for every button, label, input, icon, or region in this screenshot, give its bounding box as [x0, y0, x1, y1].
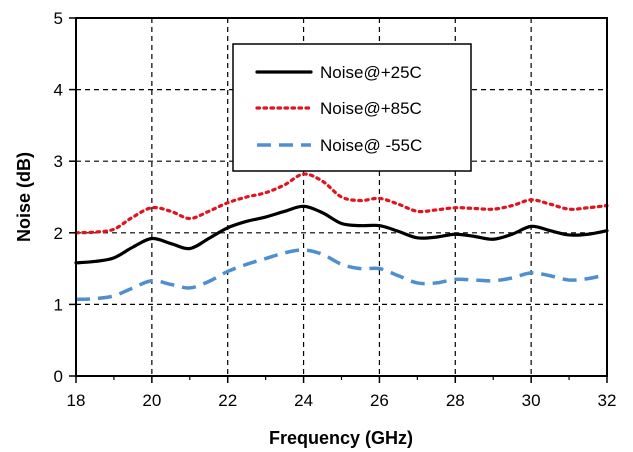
- x-tick-label: 20: [142, 391, 161, 410]
- x-tick-label: 18: [67, 391, 86, 410]
- x-tick-label: 32: [598, 391, 617, 410]
- x-axis-label: Frequency (GHz): [269, 428, 413, 448]
- x-tick-label: 30: [522, 391, 541, 410]
- y-tick-label: 1: [54, 295, 63, 314]
- legend-label-noise-25c: Noise@+25C: [320, 63, 422, 82]
- y-axis-label: Noise (dB): [14, 152, 34, 242]
- legend-label-noise-minus55c: Noise@ -55C: [320, 136, 422, 155]
- y-tick-label: 5: [54, 9, 63, 28]
- y-tick-label: 3: [54, 152, 63, 171]
- y-tick-label: 4: [54, 81, 63, 100]
- x-tick-label: 22: [218, 391, 237, 410]
- y-tick-label: 0: [54, 367, 63, 386]
- y-tick-label: 2: [54, 224, 63, 243]
- legend: Noise@+25C Noise@+85C Noise@ -55C: [233, 44, 471, 171]
- x-tick-label: 26: [370, 391, 389, 410]
- x-tick-label: 28: [446, 391, 465, 410]
- x-tick-label: 24: [294, 391, 313, 410]
- legend-label-noise-85c: Noise@+85C: [320, 99, 422, 118]
